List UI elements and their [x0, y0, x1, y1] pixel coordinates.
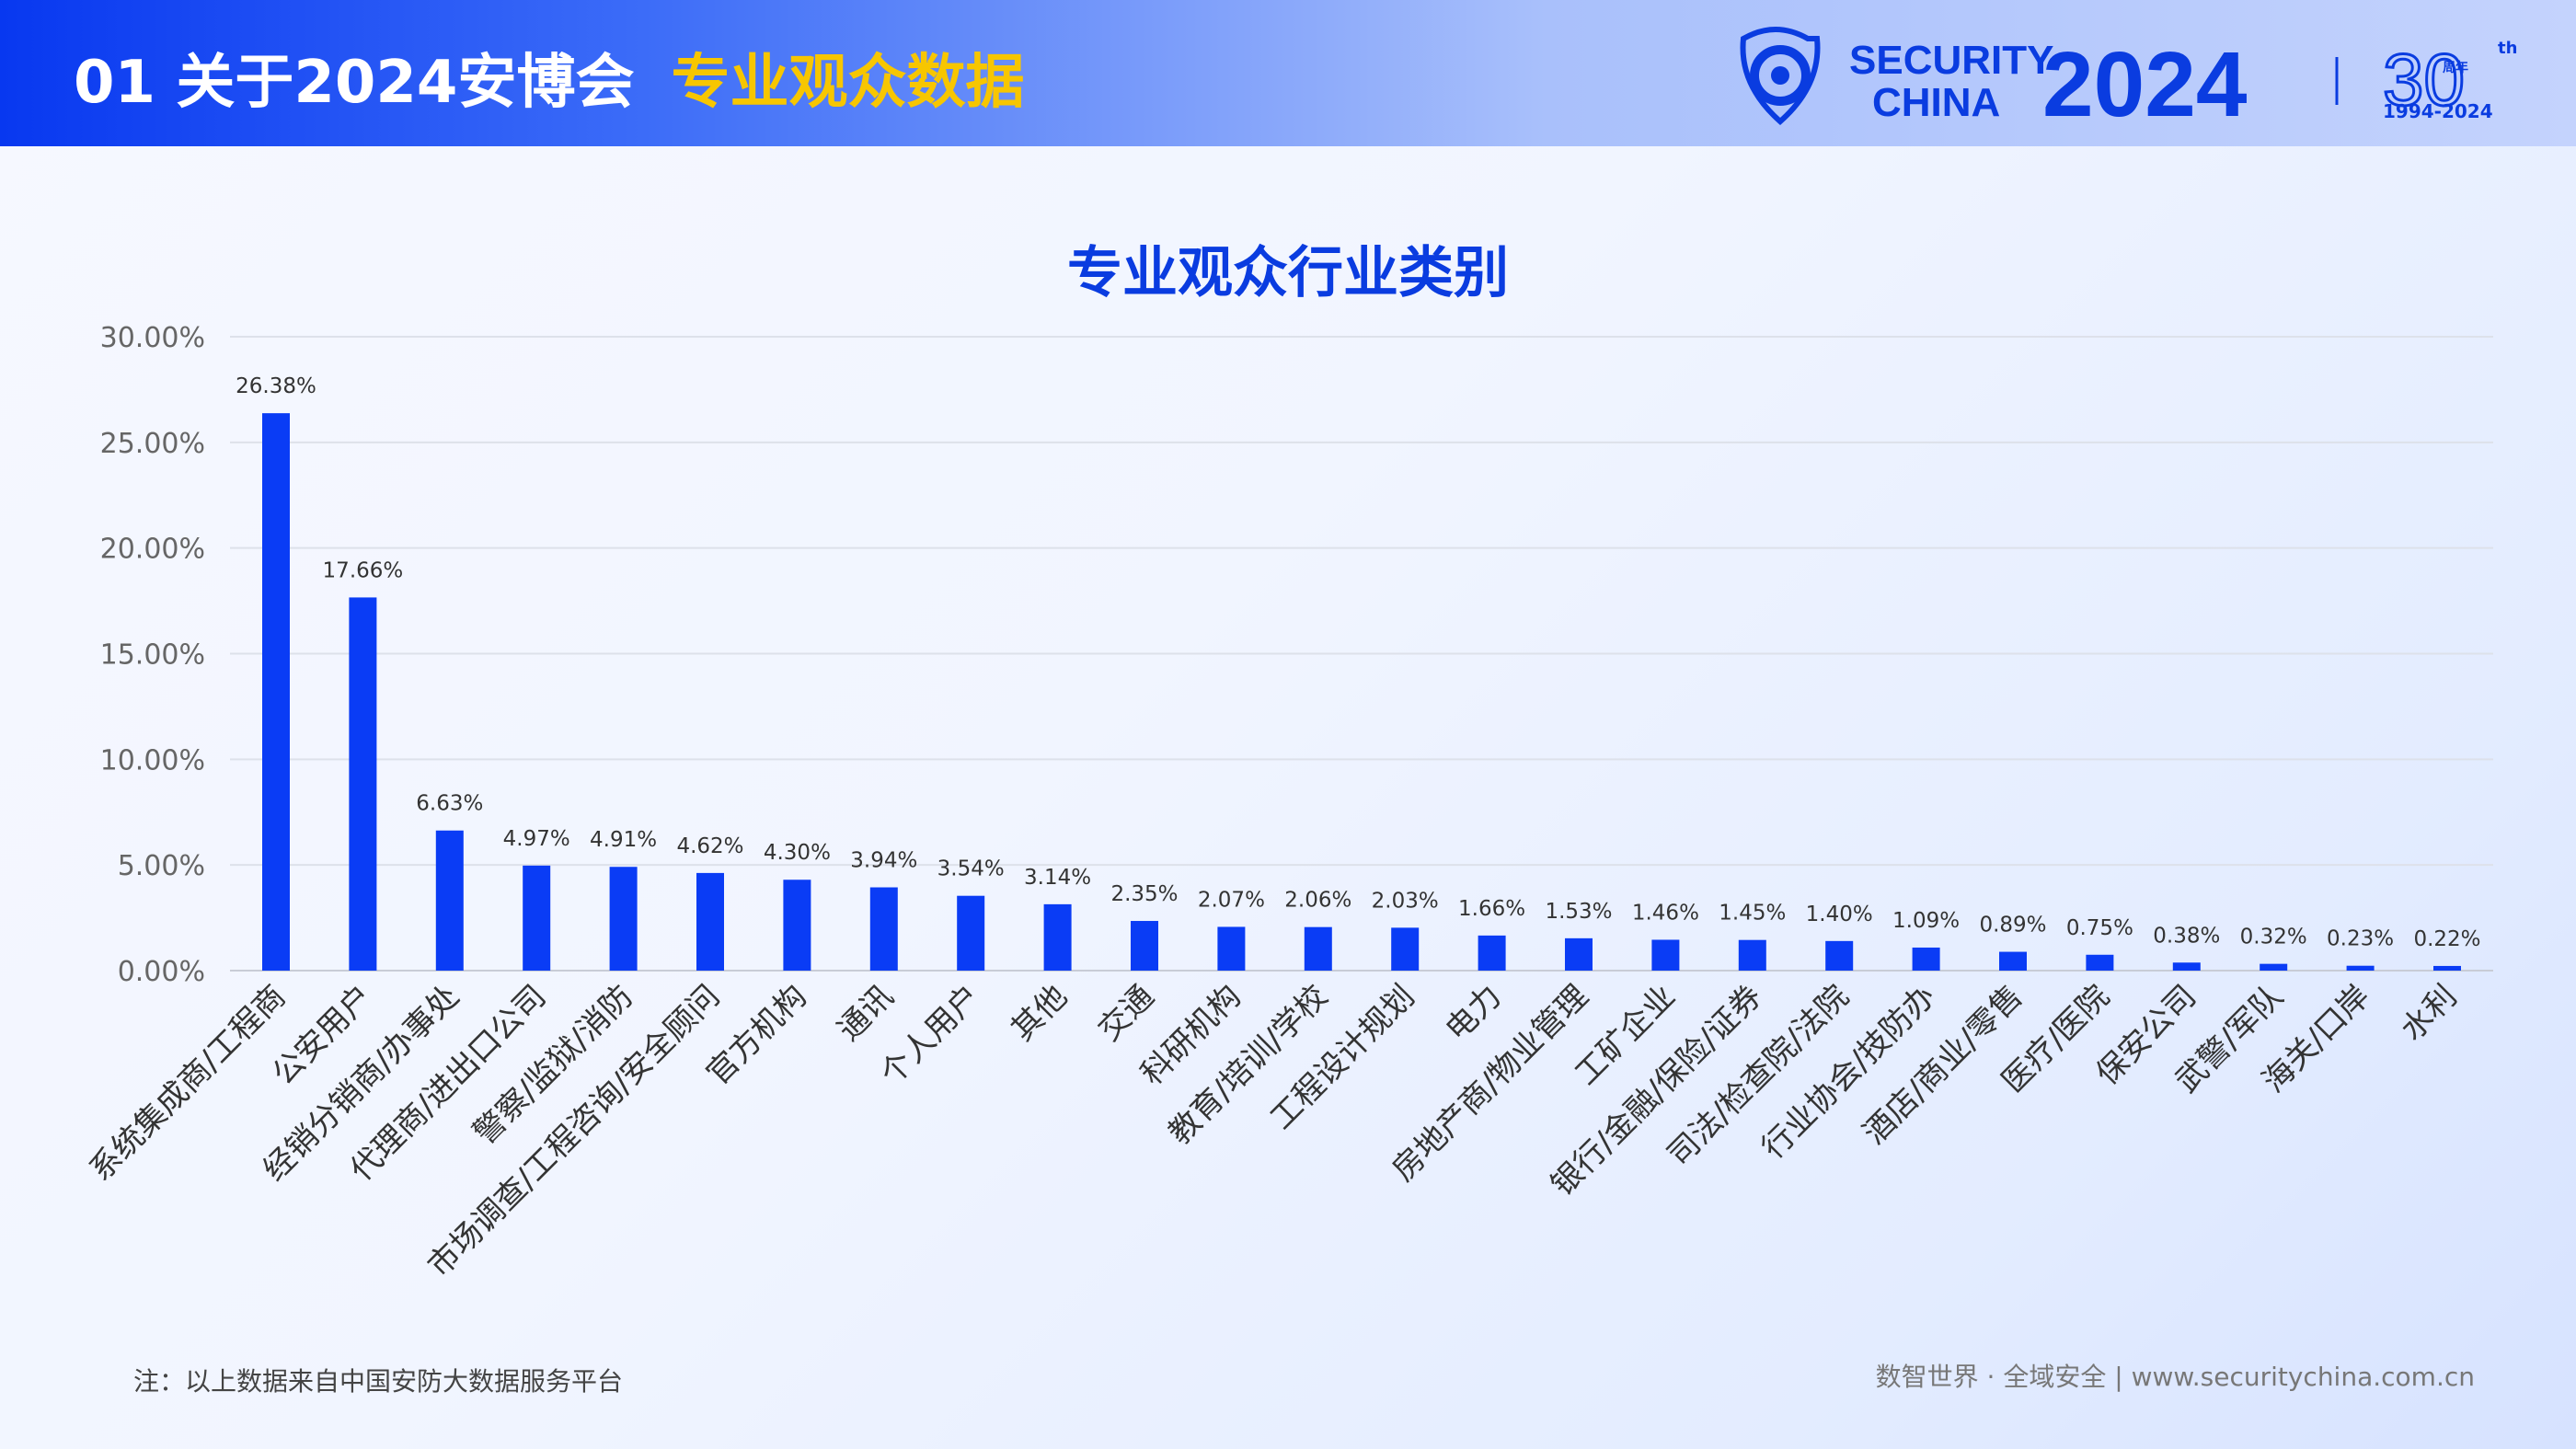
- data-label: 0.89%: [1979, 914, 2046, 937]
- data-label: 1.09%: [1892, 909, 1960, 933]
- data-label: 0.38%: [2153, 924, 2220, 948]
- chart-title: 专业观众行业类别: [1067, 241, 1509, 305]
- data-label: 0.32%: [2240, 926, 2307, 949]
- data-label: 1.40%: [1806, 903, 1873, 926]
- bar: [783, 880, 811, 971]
- data-label: 17.66%: [323, 558, 404, 582]
- svg-text:2024: 2024: [2042, 33, 2248, 131]
- data-label: 1.66%: [1458, 897, 1525, 921]
- svg-text:30: 30: [2383, 39, 2465, 121]
- data-label: 0.22%: [2413, 927, 2480, 951]
- bar: [1738, 939, 1766, 971]
- page-title: 01 关于2024安博会 专业观众数据: [74, 35, 1024, 120]
- x-tick-label: 电力: [1439, 978, 1509, 1048]
- svg-text:SECURITY: SECURITY: [1849, 38, 2053, 83]
- bar: [1999, 951, 2027, 971]
- data-label: 2.07%: [1198, 888, 1265, 912]
- x-tick-label: 交通: [1091, 978, 1161, 1048]
- bar: [1304, 926, 1332, 971]
- bar: [262, 413, 290, 971]
- footer-slogan: 数智世界 · 全域安全 | www.securitychina.com.cn: [1875, 1362, 2475, 1392]
- data-label: 3.94%: [850, 849, 917, 873]
- data-label: 3.54%: [937, 857, 1005, 881]
- data-label: 1.46%: [1632, 901, 1699, 925]
- bar: [349, 597, 377, 971]
- y-tick-label: 5.00%: [118, 850, 205, 882]
- x-tick-label: 通讯: [831, 978, 901, 1048]
- bar: [1478, 935, 1506, 971]
- data-label: 4.97%: [503, 827, 570, 851]
- data-label: 2.03%: [1372, 889, 1439, 913]
- bar: [609, 867, 638, 971]
- section-title: 01 关于2024安博会: [74, 49, 635, 117]
- bar: [1391, 927, 1420, 971]
- bar: [1131, 921, 1158, 971]
- y-tick-label: 30.00%: [100, 322, 205, 354]
- svg-text:CHINA: CHINA: [1872, 80, 2000, 125]
- bar: [523, 865, 551, 971]
- data-label: 2.35%: [1110, 882, 1178, 906]
- security-china-logo: SECURITY CHINA 2024 30 th 周年 1994-2024: [1740, 27, 2517, 131]
- bar: [1565, 937, 1593, 971]
- data-label: 6.63%: [416, 792, 483, 816]
- x-tick-label: 水利: [2394, 978, 2464, 1048]
- data-label: 1.45%: [1719, 902, 1786, 926]
- svg-text:周年: 周年: [2443, 60, 2468, 75]
- bar: [1825, 940, 1854, 971]
- bar: [2172, 962, 2201, 971]
- y-tick-label: 20.00%: [100, 534, 205, 566]
- bar: [2433, 965, 2461, 971]
- data-label: 1.53%: [1545, 900, 1612, 924]
- svg-text:th: th: [2498, 39, 2517, 58]
- y-tick-label: 25.00%: [100, 428, 205, 460]
- y-tick-label: 0.00%: [118, 956, 205, 988]
- bar: [957, 895, 985, 971]
- y-tick-label: 10.00%: [100, 744, 205, 776]
- data-label: 0.23%: [2327, 927, 2394, 951]
- bar: [2260, 963, 2288, 971]
- bar: [435, 830, 464, 971]
- data-label: 0.75%: [2066, 916, 2133, 940]
- bar: [696, 872, 724, 971]
- bar: [869, 887, 898, 971]
- data-label: 3.14%: [1024, 866, 1091, 890]
- data-label: 4.30%: [764, 841, 831, 865]
- header-banner: 01 关于2024安博会 专业观众数据 SECURITY CHINA 2024 3…: [0, 0, 2576, 146]
- bar: [2346, 965, 2375, 971]
- data-label: 4.91%: [590, 828, 657, 852]
- bar: [1651, 939, 1680, 971]
- data-label: 4.62%: [676, 834, 743, 858]
- data-label: 2.06%: [1284, 889, 1351, 913]
- x-tick-label: 其他: [1005, 978, 1075, 1048]
- section-highlight: 专业观众数据: [671, 49, 1025, 117]
- bar: [1217, 926, 1246, 971]
- data-label: 26.38%: [236, 374, 316, 398]
- bar: [2086, 954, 2114, 971]
- svg-text:1994-2024: 1994-2024: [2383, 100, 2493, 122]
- data-source-note: 注：以上数据来自中国安防大数据服务平台: [133, 1366, 624, 1397]
- y-tick-label: 15.00%: [100, 639, 205, 672]
- bar: [1912, 947, 1940, 971]
- bar: [1043, 903, 1072, 971]
